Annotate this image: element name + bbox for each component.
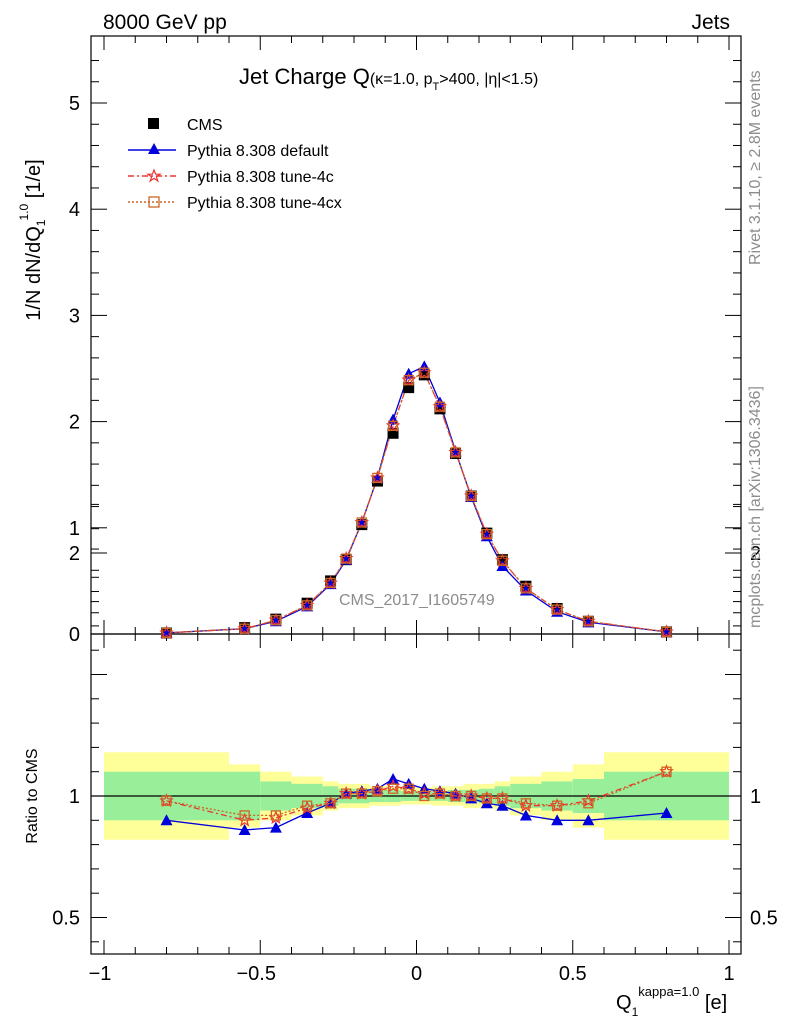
data-point-ratio [583, 798, 594, 809]
plot-title-pt-sub: T [433, 81, 440, 93]
data-point-top [270, 615, 282, 626]
mcplots-label: mcplots.cern.ch [arXiv:1306.3436] [747, 386, 764, 628]
data-point-top [419, 367, 430, 378]
data-point-ratio [161, 795, 172, 807]
plot-title-kappa: (κ=1.0, p [370, 71, 433, 88]
header-energy-label: 8000 GeV pp [103, 11, 227, 34]
data-point-top [403, 375, 414, 386]
data-point-ratio [301, 800, 313, 811]
data-point-top [301, 600, 313, 611]
data-point-top [403, 382, 415, 394]
data-point-top [466, 490, 477, 502]
y-axis-label-ratio: Ratio to CMS [24, 748, 41, 843]
data-point-ratio [551, 814, 564, 826]
axis-ticks: −1 −0.5 0 0.5 1 0 1 2 3 4 5 0.5 0.5 1 1 2 2 [52, 36, 778, 985]
legend-default-label: Pythia 8.308 default [187, 143, 329, 160]
data-point-ratio [325, 798, 336, 809]
data-point-ratio [582, 814, 595, 826]
data-point-ratio [387, 783, 399, 794]
data-point-top [387, 420, 399, 431]
x-tick-label: 0 [411, 963, 422, 985]
x-tick-label: 0.5 [559, 963, 587, 985]
data-point-top [434, 401, 446, 412]
data-point-top [583, 616, 594, 627]
data-point-ratio [419, 790, 430, 802]
x-tick-label: 1 [723, 963, 734, 985]
series-line-pythia-8.308-tune-4cx [166, 371, 667, 634]
legend-default-marker [148, 143, 160, 154]
y-tick-label-ratio: 0.5 [52, 908, 80, 930]
y-tick-label-top: 4 [69, 199, 80, 221]
data-point-top [481, 529, 492, 540]
data-point-ratio [450, 790, 461, 802]
legend-cms-marker [148, 118, 159, 129]
data-point-ratio [520, 798, 532, 809]
data-point-ratio [481, 793, 492, 804]
data-point-ratio [387, 772, 400, 784]
y-tick-label-top: 1 [69, 518, 80, 540]
legend-cms-label: CMS [187, 117, 223, 134]
data-point-top [520, 583, 532, 594]
legend-tune4c-marker [146, 168, 162, 183]
y-tick-label-ratio-right: 2 [750, 543, 761, 565]
x-axis-label: Q1kappa=1.0 [e] [616, 984, 727, 1019]
x-tick-label: −0.5 [237, 963, 276, 985]
y-tick-label-ratio-right: 1 [750, 786, 761, 808]
legend-tune4c-label: Pythia 8.308 tune-4c [187, 169, 334, 186]
data-point-top [372, 472, 383, 484]
rivet-version-label: Rivet 3.1.10, ≥ 2.8M events [747, 70, 764, 265]
data-point-top [325, 577, 336, 589]
legend: CMS Pythia 8.308 default Pythia 8.308 tu… [128, 117, 342, 212]
y-axis-label-top: 1/N dN/dQ11.0 [1/e] [17, 159, 48, 320]
data-point-ratio [497, 793, 508, 804]
plot-title-main: Jet Charge Q [239, 64, 370, 89]
legend-tune4cx-label: Pythia 8.308 tune-4cx [187, 195, 342, 212]
data-point-top [496, 554, 508, 566]
y-tick-label-top: 2 [69, 412, 80, 434]
y-tick-label-top: 0 [69, 624, 80, 646]
data-point-top [497, 555, 508, 566]
legend-tune4cx-marker [148, 196, 160, 208]
ratio-line-pythia-8.308-default [166, 778, 667, 831]
data-point-ratio [356, 788, 367, 799]
data-point-ratio [341, 788, 352, 799]
data-point-top [161, 627, 172, 639]
data-point-top [661, 626, 672, 638]
data-point-ratio [403, 783, 414, 794]
data-point-ratio [466, 790, 477, 802]
data-point-ratio [372, 785, 383, 797]
y-tick-label-top: 3 [69, 305, 80, 327]
top-panel-series [159, 360, 674, 640]
plot-title-cuts: >400, |η|<1.5) [439, 71, 538, 88]
data-point-ratio [661, 766, 672, 777]
y-tick-label-ratio: 1 [69, 786, 80, 808]
x-tick-label: −1 [89, 963, 112, 985]
data-point-ratio [551, 800, 563, 811]
data-point-ratio [660, 807, 673, 819]
data-point-ratio [496, 799, 509, 811]
y-tick-label-top: 5 [69, 93, 80, 115]
ratio-panel-series [159, 764, 674, 836]
data-point-top [341, 553, 352, 564]
data-point-ratio [301, 807, 314, 819]
data-point-top [450, 447, 461, 458]
data-point-ratio [238, 824, 251, 836]
data-point-top [387, 427, 399, 439]
data-point-top [356, 517, 367, 528]
plot-title: Jet Charge Q(κ=1.0, pT>400, |η|<1.5) [239, 64, 538, 93]
data-point-top [239, 623, 250, 634]
analysis-id-label: CMS_2017_I1605749 [339, 592, 495, 609]
data-point-ratio [434, 788, 446, 799]
header-process-label: Jets [691, 11, 730, 34]
data-point-ratio [270, 810, 282, 821]
y-tick-label-ratio: 2 [69, 543, 80, 565]
data-point-ratio [160, 814, 173, 826]
data-point-ratio [269, 821, 282, 833]
y-tick-label-ratio-right: 0.5 [750, 908, 778, 930]
data-point-ratio [239, 810, 250, 821]
data-point-ratio [519, 809, 532, 821]
data-point-top [551, 604, 563, 615]
